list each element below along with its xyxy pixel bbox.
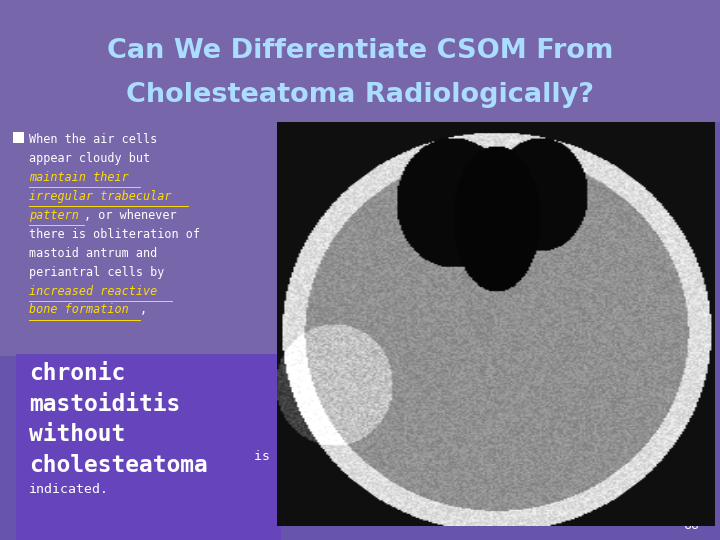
Text: mastoid antrum and: mastoid antrum and (29, 247, 157, 260)
Text: , or whenever: , or whenever (84, 209, 177, 222)
Text: ,: , (140, 303, 148, 316)
Text: 66: 66 (683, 519, 698, 532)
Text: pattern: pattern (29, 209, 78, 222)
Text: appear cloudy but: appear cloudy but (29, 152, 150, 165)
Text: Can We Differentiate CSOM From: Can We Differentiate CSOM From (107, 38, 613, 64)
Text: cholesteatoma: cholesteatoma (29, 454, 207, 477)
Text: Cholesteatoma Radiologically?: Cholesteatoma Radiologically? (126, 82, 594, 107)
Text: is: is (246, 450, 270, 463)
Text: bone formation: bone formation (29, 303, 129, 316)
Text: there is obliteration of: there is obliteration of (29, 228, 200, 241)
Bar (0, 0, 720, 122)
Text: When the air cells: When the air cells (29, 133, 157, 146)
Text: indicated.: indicated. (29, 483, 109, 496)
Bar (16, 354, 281, 540)
Text: chronic: chronic (29, 362, 125, 385)
Bar (13, 132, 24, 143)
Text: periantral cells by: periantral cells by (29, 266, 164, 279)
Text: increased reactive: increased reactive (29, 285, 157, 298)
Text: mastoiditis: mastoiditis (29, 393, 180, 416)
Text: maintain their: maintain their (29, 171, 129, 184)
Bar (0, 122, 281, 356)
Text: irregular trabecular: irregular trabecular (29, 190, 171, 203)
Text: without: without (29, 423, 125, 447)
